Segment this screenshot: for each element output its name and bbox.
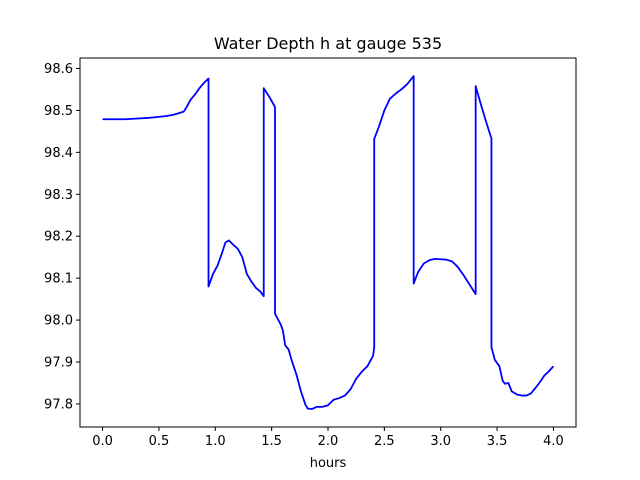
y-tick-label: 98.5 [44,104,73,119]
y-tick-label: 98.2 [44,230,73,245]
series-line-0 [102,75,555,410]
x-tick-label: 2.5 [374,434,395,449]
y-axis-ticks: 97.8 97.9 98.0 98.1 98.2 98.3 98.4 98.5 98.6 [44,62,80,412]
y-tick-label: 97.9 [44,356,73,371]
y-tick-label: 98.0 [44,314,73,329]
x-tick-label: 4.0 [543,434,564,449]
x-tick-label: 1.5 [261,434,282,449]
chart-title: Water Depth h at gauge 535 [214,34,442,53]
x-tick-label: 3.0 [430,434,451,449]
y-tick-label: 97.8 [44,397,73,412]
x-tick-label: 0.0 [92,434,113,449]
y-tick-label: 98.1 [44,272,73,287]
y-tick-label: 98.3 [44,188,73,203]
y-tick-label: 98.6 [44,62,73,77]
x-tick-label: 0.5 [149,434,170,449]
x-axis-ticks: 0.0 0.5 1.0 1.5 2.0 2.5 3.0 3.5 4.0 [92,427,564,449]
y-tick-label: 98.4 [44,146,73,161]
data-series-line [102,75,555,410]
x-tick-label: 3.5 [487,434,508,449]
x-tick-label: 2.0 [318,434,339,449]
x-tick-label: 1.0 [205,434,226,449]
plot-frame [79,57,577,428]
x-axis-label: hours [310,456,347,471]
